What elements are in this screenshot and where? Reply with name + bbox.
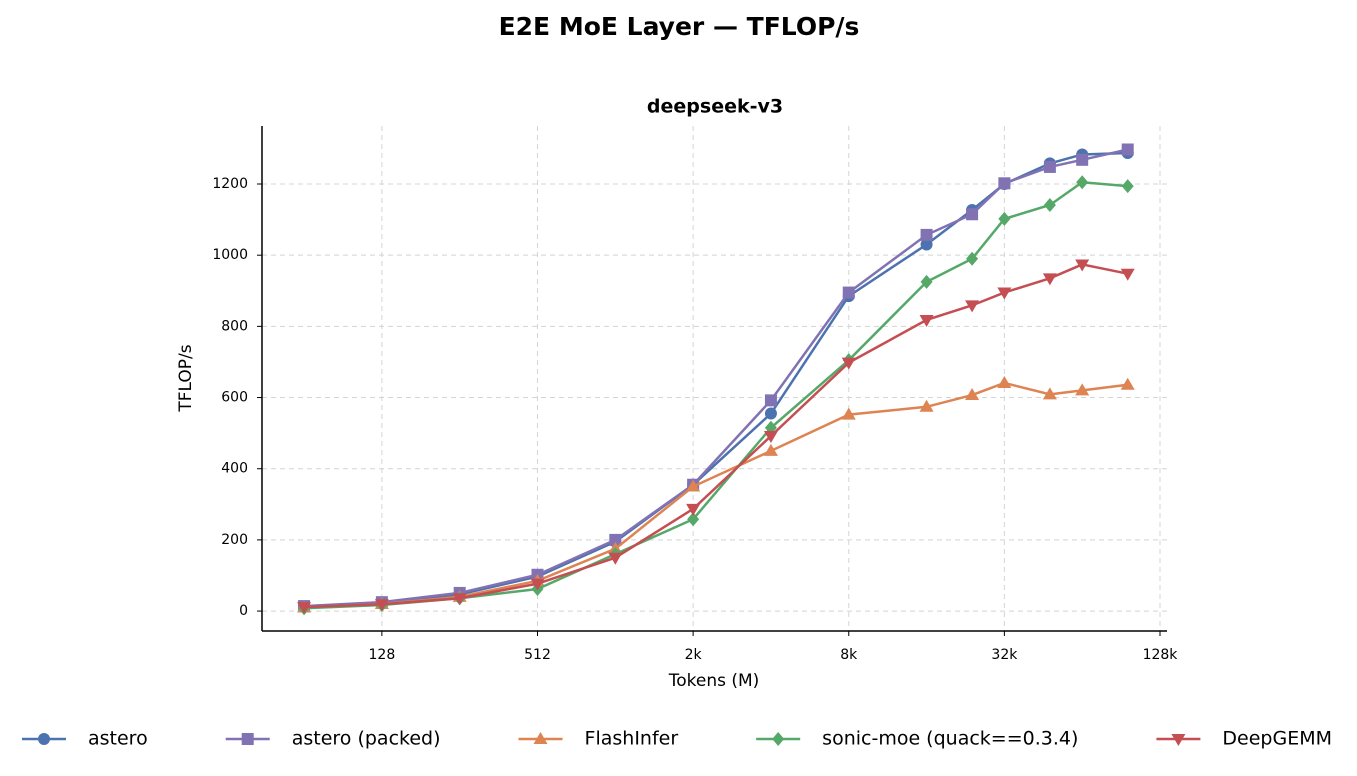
marker xyxy=(920,228,933,241)
series-line xyxy=(303,151,1128,609)
marker xyxy=(530,578,545,591)
marker xyxy=(997,287,1012,300)
marker xyxy=(374,599,389,612)
x-axis-label: Tokens (M) xyxy=(668,671,760,691)
marker xyxy=(764,407,777,420)
marker xyxy=(764,394,777,407)
y-tick-label: 1000 xyxy=(212,247,248,263)
marker xyxy=(1076,153,1089,166)
y-tick-label: 400 xyxy=(221,461,248,477)
y-tick-label: 800 xyxy=(221,318,248,334)
marker xyxy=(609,533,622,546)
legend-item: astero xyxy=(22,728,148,750)
marker xyxy=(997,375,1012,388)
y-tick-label: 600 xyxy=(221,390,248,406)
marker xyxy=(686,479,701,492)
x-tick-label: 128 xyxy=(369,647,396,663)
marker xyxy=(772,732,785,746)
marker xyxy=(1043,160,1056,173)
marker xyxy=(998,211,1011,226)
legend-item: sonic-moe (quack==0.3.4) xyxy=(756,728,1078,750)
chart-subtitle: deepseek-v3 xyxy=(647,96,783,118)
series-line xyxy=(304,263,1128,609)
marker xyxy=(966,208,979,221)
marker xyxy=(1042,387,1057,400)
x-tick-label: 8k xyxy=(840,647,858,663)
marker xyxy=(1043,198,1056,213)
series-line xyxy=(304,381,1128,609)
marker xyxy=(841,407,856,420)
marker xyxy=(608,552,623,565)
marker xyxy=(919,314,934,327)
marker xyxy=(241,733,254,745)
marker xyxy=(1120,377,1135,390)
y-tick-label: 1200 xyxy=(212,176,248,192)
marker xyxy=(1120,268,1135,281)
marker xyxy=(1121,143,1134,156)
marker xyxy=(841,357,856,370)
marker xyxy=(533,732,548,744)
legend-label: sonic-moe (quack==0.3.4) xyxy=(822,728,1078,750)
y-tick-label: 0 xyxy=(239,603,248,619)
marker xyxy=(920,274,933,289)
x-tick-label: 512 xyxy=(524,647,551,663)
marker xyxy=(763,430,778,443)
x-tick-label: 32k xyxy=(991,647,1018,663)
y-axis-label: TFLOP/s xyxy=(176,344,196,412)
legend-label: DeepGEMM xyxy=(1222,728,1332,750)
x-tick-label: 2k xyxy=(685,647,703,663)
marker xyxy=(1075,383,1090,396)
marker xyxy=(998,177,1011,190)
legend-label: astero (packed) xyxy=(292,728,441,750)
marker xyxy=(686,503,701,516)
legend-item: DeepGEMM xyxy=(1156,728,1332,750)
x-tick-label: 128k xyxy=(1143,647,1179,663)
legend-item: FlashInfer xyxy=(518,728,679,750)
marker xyxy=(297,602,312,615)
marker xyxy=(966,251,979,266)
marker xyxy=(687,512,700,527)
marker xyxy=(965,388,980,401)
marker xyxy=(1121,179,1134,194)
marker xyxy=(965,300,980,313)
marker xyxy=(1042,273,1057,286)
legend-label: FlashInfer xyxy=(585,728,679,750)
legend-label: astero xyxy=(88,728,148,750)
chart-title: E2E MoE Layer — TFLOP/s xyxy=(499,12,860,41)
marker xyxy=(1075,259,1090,272)
marker xyxy=(1171,734,1186,746)
marker xyxy=(1076,175,1089,190)
marker xyxy=(842,286,855,299)
marker xyxy=(919,399,934,412)
legend-item: astero (packed) xyxy=(225,728,441,750)
series-line xyxy=(304,148,1128,608)
marker xyxy=(920,238,933,251)
marker xyxy=(38,733,50,745)
y-tick-label: 200 xyxy=(221,532,248,548)
marker xyxy=(763,443,778,456)
marker xyxy=(452,593,467,606)
